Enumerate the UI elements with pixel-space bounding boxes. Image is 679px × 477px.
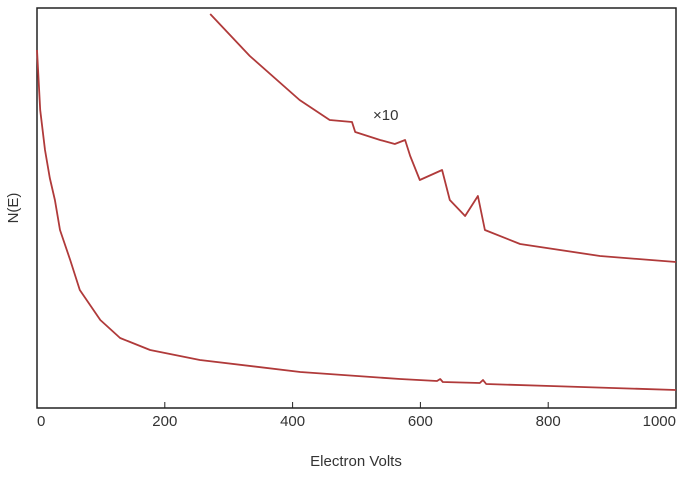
- x-tick-label: 400: [280, 413, 305, 430]
- data-line: [37, 50, 676, 390]
- y-axis-label: N(E): [5, 193, 22, 224]
- data-line: [210, 14, 676, 262]
- x-tick-label: 0: [37, 413, 45, 430]
- x-tick-label: 200: [152, 413, 177, 430]
- x-axis-label: Electron Volts: [310, 453, 402, 470]
- x-tick-label: 800: [536, 413, 561, 430]
- x-tick-label: 600: [408, 413, 433, 430]
- chart: Electron Volts N(E) ×10 0 200 400 600 800 100…: [0, 0, 679, 472]
- annotation: ×10: [373, 107, 398, 124]
- plot-frame: [37, 8, 676, 408]
- x-tick-label: 1000: [643, 413, 676, 430]
